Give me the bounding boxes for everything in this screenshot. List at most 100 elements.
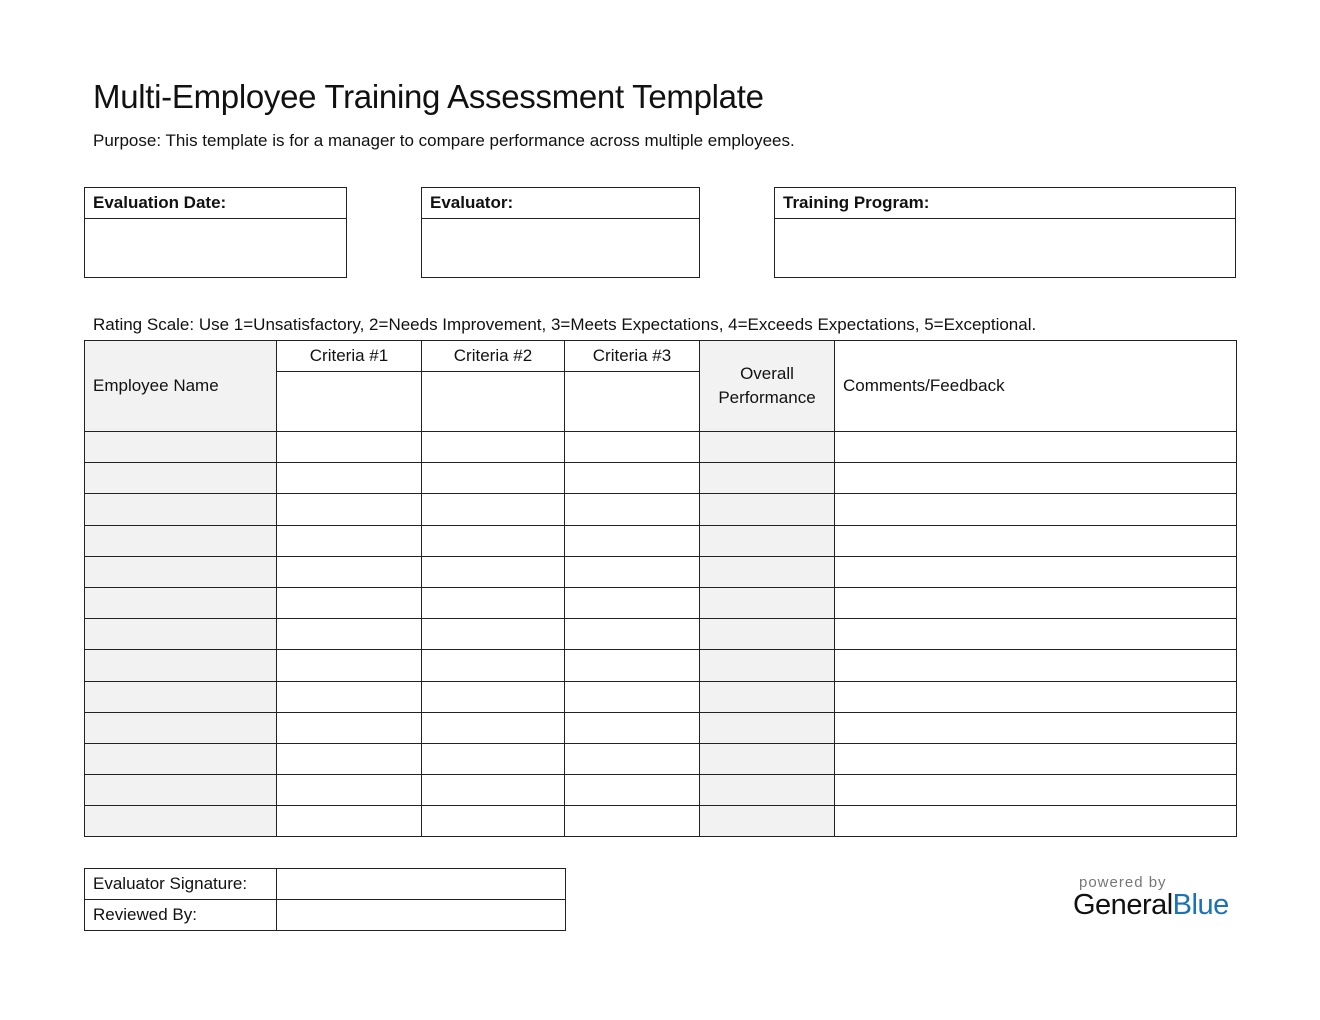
criteria-2-cell[interactable] xyxy=(421,742,565,776)
criteria-2-cell[interactable] xyxy=(421,493,565,526)
criteria-3-cell[interactable] xyxy=(564,774,700,807)
criteria-1-cell[interactable] xyxy=(276,742,422,776)
page-title: Multi-Employee Training Assessment Templ… xyxy=(93,78,764,115)
criteria-1-cell[interactable] xyxy=(276,805,422,838)
criteria-1-cell[interactable] xyxy=(276,430,422,464)
table-row xyxy=(84,493,1237,526)
criteria-1-cell[interactable] xyxy=(276,680,422,713)
criteria-3-cell[interactable] xyxy=(564,742,700,776)
comments-cell[interactable] xyxy=(834,711,1237,744)
criteria-2-cell[interactable] xyxy=(421,774,565,807)
criteria-1-cell[interactable] xyxy=(276,524,422,557)
employee-name-cell[interactable] xyxy=(84,524,277,557)
purpose-text: Purpose: This template is for a manager … xyxy=(93,131,795,150)
comments-cell[interactable] xyxy=(834,742,1237,776)
criteria-3-cell[interactable] xyxy=(564,649,700,682)
comments-cell[interactable] xyxy=(834,430,1237,464)
criteria-2-cell[interactable] xyxy=(421,524,565,557)
criteria-2-cell[interactable] xyxy=(421,680,565,713)
criteria-3-weight[interactable] xyxy=(564,371,700,432)
evaluator-box: Evaluator: xyxy=(421,187,700,278)
comments-cell[interactable] xyxy=(834,649,1237,682)
employee-name-cell[interactable] xyxy=(84,805,277,838)
criteria-2-cell[interactable] xyxy=(421,711,565,744)
powered-by-text: powered by xyxy=(1079,874,1167,891)
evaluation-date-box: Evaluation Date: xyxy=(84,187,347,278)
header-criteria-3: Criteria #3 xyxy=(564,340,700,372)
criteria-1-cell[interactable] xyxy=(276,555,422,588)
comments-cell[interactable] xyxy=(834,524,1237,557)
criteria-1-cell[interactable] xyxy=(276,774,422,807)
training-program-box: Training Program: xyxy=(774,187,1236,278)
evaluation-date-field[interactable] xyxy=(85,219,346,278)
criteria-3-cell[interactable] xyxy=(564,430,700,464)
overall-performance-cell[interactable] xyxy=(699,462,835,495)
criteria-2-cell[interactable] xyxy=(421,805,565,838)
table-row xyxy=(84,524,1237,557)
criteria-1-cell[interactable] xyxy=(276,649,422,682)
overall-performance-cell[interactable] xyxy=(699,493,835,526)
criteria-3-cell[interactable] xyxy=(564,618,700,651)
criteria-1-cell[interactable] xyxy=(276,462,422,495)
criteria-1-cell[interactable] xyxy=(276,493,422,526)
criteria-2-cell[interactable] xyxy=(421,618,565,651)
employee-name-cell[interactable] xyxy=(84,649,277,682)
criteria-3-cell[interactable] xyxy=(564,493,700,526)
overall-performance-cell[interactable] xyxy=(699,805,835,838)
employee-name-cell[interactable] xyxy=(84,586,277,620)
criteria-3-cell[interactable] xyxy=(564,680,700,713)
comments-cell[interactable] xyxy=(834,618,1237,651)
comments-cell[interactable] xyxy=(834,462,1237,495)
employee-name-cell[interactable] xyxy=(84,742,277,776)
evaluator-field[interactable] xyxy=(422,219,699,278)
overall-performance-cell[interactable] xyxy=(699,711,835,744)
comments-cell[interactable] xyxy=(834,555,1237,588)
overall-performance-cell[interactable] xyxy=(699,680,835,713)
evaluator-signature-label: Evaluator Signature: xyxy=(84,868,277,900)
criteria-1-cell[interactable] xyxy=(276,586,422,620)
criteria-1-weight[interactable] xyxy=(276,371,422,432)
employee-name-cell[interactable] xyxy=(84,462,277,495)
overall-performance-cell[interactable] xyxy=(699,524,835,557)
criteria-2-weight[interactable] xyxy=(421,371,565,432)
criteria-3-cell[interactable] xyxy=(564,555,700,588)
criteria-1-cell[interactable] xyxy=(276,618,422,651)
criteria-2-cell[interactable] xyxy=(421,462,565,495)
overall-performance-cell[interactable] xyxy=(699,555,835,588)
table-row xyxy=(84,774,1237,807)
comments-cell[interactable] xyxy=(834,805,1237,838)
employee-name-cell[interactable] xyxy=(84,493,277,526)
employee-name-cell[interactable] xyxy=(84,555,277,588)
overall-performance-cell[interactable] xyxy=(699,774,835,807)
training-program-field[interactable] xyxy=(775,219,1235,278)
evaluator-signature-field[interactable] xyxy=(276,868,566,900)
criteria-2-cell[interactable] xyxy=(421,430,565,464)
comments-cell[interactable] xyxy=(834,774,1237,807)
header-overall-performance: Overall Performance xyxy=(699,340,835,432)
employee-name-cell[interactable] xyxy=(84,774,277,807)
criteria-3-cell[interactable] xyxy=(564,524,700,557)
employee-name-cell[interactable] xyxy=(84,680,277,713)
criteria-3-cell[interactable] xyxy=(564,711,700,744)
overall-performance-cell[interactable] xyxy=(699,742,835,776)
criteria-3-cell[interactable] xyxy=(564,462,700,495)
criteria-1-cell[interactable] xyxy=(276,711,422,744)
comments-cell[interactable] xyxy=(834,680,1237,713)
overall-line-2: Performance xyxy=(718,388,816,407)
criteria-3-cell[interactable] xyxy=(564,805,700,838)
employee-name-cell[interactable] xyxy=(84,430,277,464)
overall-performance-cell[interactable] xyxy=(699,618,835,651)
criteria-3-cell[interactable] xyxy=(564,586,700,620)
overall-performance-cell[interactable] xyxy=(699,586,835,620)
table-row xyxy=(84,805,1237,838)
comments-cell[interactable] xyxy=(834,586,1237,620)
criteria-2-cell[interactable] xyxy=(421,555,565,588)
comments-cell[interactable] xyxy=(834,493,1237,526)
overall-performance-cell[interactable] xyxy=(699,649,835,682)
reviewed-by-field[interactable] xyxy=(276,899,566,931)
employee-name-cell[interactable] xyxy=(84,618,277,651)
criteria-2-cell[interactable] xyxy=(421,586,565,620)
criteria-2-cell[interactable] xyxy=(421,649,565,682)
overall-performance-cell[interactable] xyxy=(699,430,835,464)
employee-name-cell[interactable] xyxy=(84,711,277,744)
